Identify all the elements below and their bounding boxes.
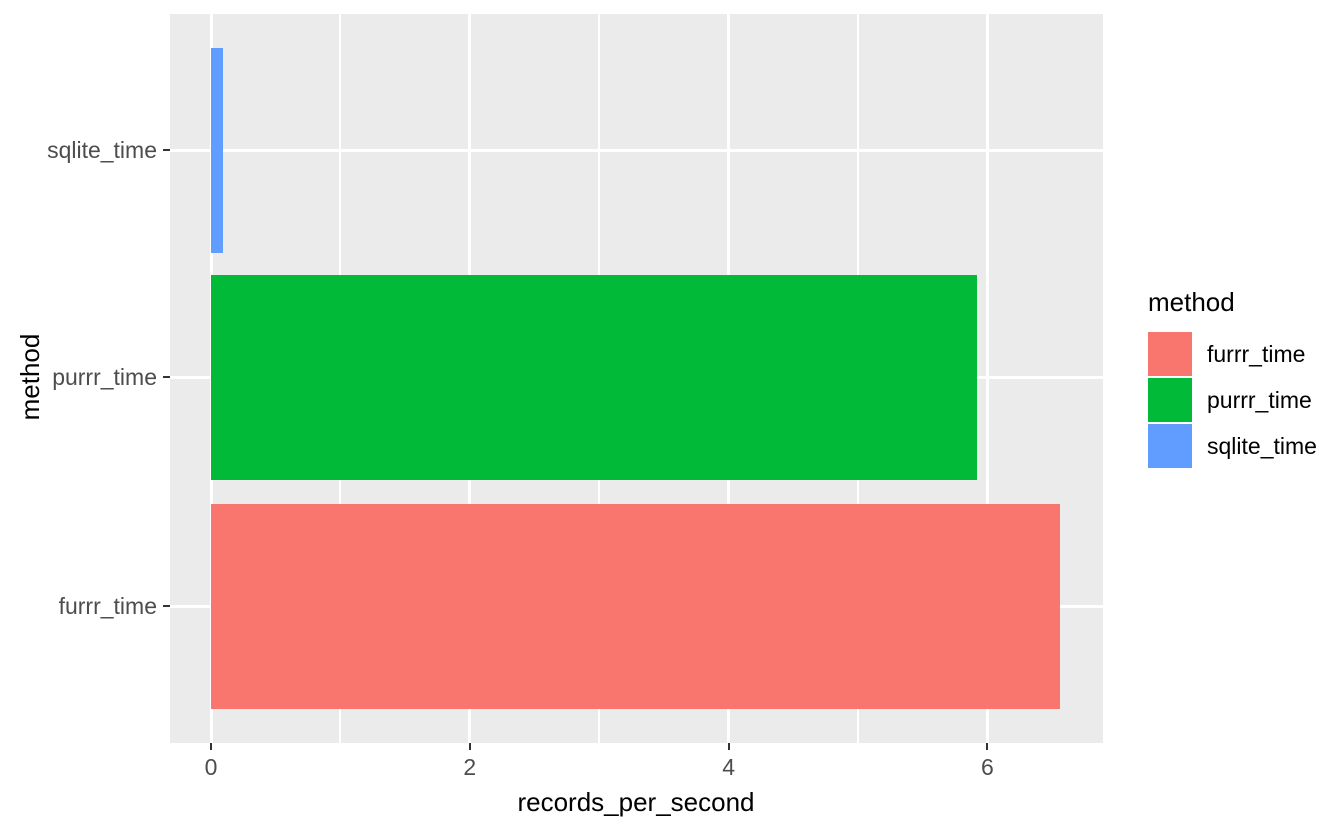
x-tick-0 xyxy=(210,743,212,750)
bar-sqlite_time xyxy=(211,47,223,253)
major-gridline-x-6 xyxy=(985,14,989,743)
plot-panel xyxy=(170,14,1103,743)
legend-label-furrr_time: furrr_time xyxy=(1207,340,1306,367)
legend-swatch-purrr_time xyxy=(1148,378,1192,422)
legend-entries: furrr_time purrr_time sqlite_time xyxy=(1148,332,1317,468)
y-tick-label-sqlite_time: sqlite_time xyxy=(47,137,157,163)
legend-label-sqlite_time: sqlite_time xyxy=(1207,432,1317,459)
y-tick-purrr_time xyxy=(163,376,170,378)
legend-swatch-furrr_time xyxy=(1148,332,1192,376)
x-tick-label-4: 4 xyxy=(722,754,735,780)
x-axis-title: records_per_second xyxy=(517,787,755,817)
major-gridline-y-sqlite_time xyxy=(170,148,1103,152)
y-tick-label-furrr_time: furrr_time xyxy=(58,593,157,619)
bar-purrr_time xyxy=(211,274,978,480)
x-tick-label-6: 6 xyxy=(980,754,994,780)
x-tick-4 xyxy=(727,743,730,750)
y-tick-sqlite_time xyxy=(163,149,170,151)
legend-entry-purrr_time: purrr_time xyxy=(1148,378,1317,422)
legend-swatch-sqlite_time xyxy=(1148,424,1192,468)
y-axis-title: method xyxy=(15,333,45,421)
legend-label-purrr_time: purrr_time xyxy=(1207,386,1312,413)
y-tick-furrr_time xyxy=(163,605,170,607)
legend: method furrr_time purrr_time sqlite_time xyxy=(1148,285,1317,468)
x-tick-label-2: 2 xyxy=(463,754,477,780)
bar-furrr_time xyxy=(211,503,1060,709)
x-tick-6 xyxy=(986,743,989,750)
legend-title: method xyxy=(1148,287,1235,317)
x-tick-2 xyxy=(468,743,471,750)
y-tick-label-purrr_time: purrr_time xyxy=(52,364,157,390)
legend-entry-furrr_time: furrr_time xyxy=(1148,332,1317,376)
x-tick-label-0: 0 xyxy=(204,754,218,780)
legend-entry-sqlite_time: sqlite_time xyxy=(1148,424,1317,468)
